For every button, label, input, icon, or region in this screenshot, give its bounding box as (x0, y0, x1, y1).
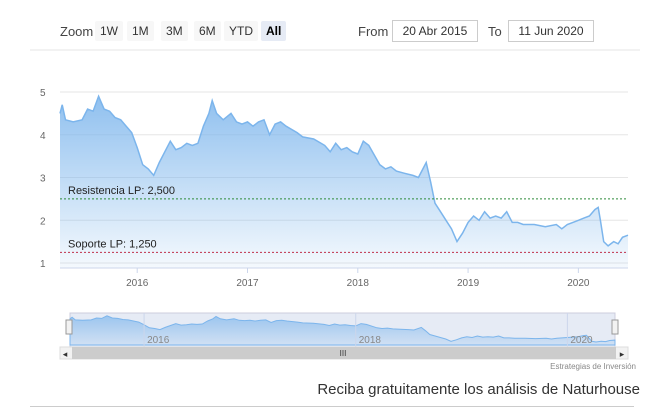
y-tick-label: 3 (40, 174, 46, 185)
y-tick-label: 4 (40, 131, 46, 142)
footer-cta[interactable]: Reciba gratuitamente los análisis de Nat… (317, 381, 640, 398)
x-tick-label: 2017 (236, 278, 259, 289)
zoom-3m-button[interactable]: 3M (161, 21, 188, 41)
footer-divider (30, 406, 634, 407)
range-selector: Zoom 1W 1M 3M 6M YTD All From 20 Abr 201… (0, 0, 648, 60)
to-label: To (488, 24, 502, 39)
scroll-right-arrow[interactable]: ▸ (620, 349, 625, 359)
from-date-input[interactable]: 20 Abr 2015 (392, 20, 478, 42)
y-tick-label: 5 (40, 88, 46, 99)
zoom-1w-button[interactable]: 1W (95, 21, 123, 41)
y-tick-label: 1 (40, 259, 46, 270)
navigator-tick-label: 2020 (570, 335, 593, 346)
navigator-tick-label: 2018 (359, 335, 382, 346)
navigator-series (69, 315, 616, 346)
plot-line-label: Resistencia LP: 2,500 (68, 185, 175, 197)
plot-lines: Resistencia LP: 2,500 Soporte LP: 1,250 (60, 185, 628, 253)
chart-credit[interactable]: Estrategias de Inversión (550, 362, 636, 371)
navigator-left-handle[interactable] (65, 319, 73, 335)
scrollbar-grip: III (340, 349, 347, 358)
scrollbar-thumb[interactable] (72, 347, 616, 359)
x-tick-label: 2016 (126, 278, 149, 289)
plot-line-label: Soporte LP: 1,250 (68, 238, 157, 250)
x-tick-label: 2020 (567, 278, 590, 289)
navigator-tick-label: 2016 (147, 335, 170, 346)
zoom-ytd-button[interactable]: YTD (224, 21, 258, 41)
x-axis-labels: 2016 2017 2018 2019 2020 (126, 268, 590, 289)
navigator-labels: 2016 2018 2020 (143, 313, 593, 347)
from-label: From (358, 24, 389, 39)
navigator[interactable]: 2016 2018 2020 (65, 312, 619, 348)
zoom-all-button[interactable]: All (261, 21, 287, 41)
x-tick-label: 2019 (457, 278, 480, 289)
price-area (60, 96, 628, 268)
scrollbar[interactable]: III ◂ ▸ (59, 346, 629, 360)
y-tick-label: 2 (40, 216, 46, 227)
scroll-left-arrow[interactable]: ◂ (63, 349, 68, 359)
zoom-label: Zoom (60, 24, 94, 39)
to-date-input[interactable]: 11 Jun 2020 (508, 20, 594, 42)
x-tick-label: 2018 (347, 278, 370, 289)
zoom-1m-button[interactable]: 1M (127, 21, 154, 41)
y-axis-labels: 1 2 3 4 5 (40, 88, 46, 270)
zoom-6m-button[interactable]: 6M (194, 21, 221, 41)
price-line (59, 94, 629, 247)
navigator-right-handle[interactable] (611, 319, 619, 335)
